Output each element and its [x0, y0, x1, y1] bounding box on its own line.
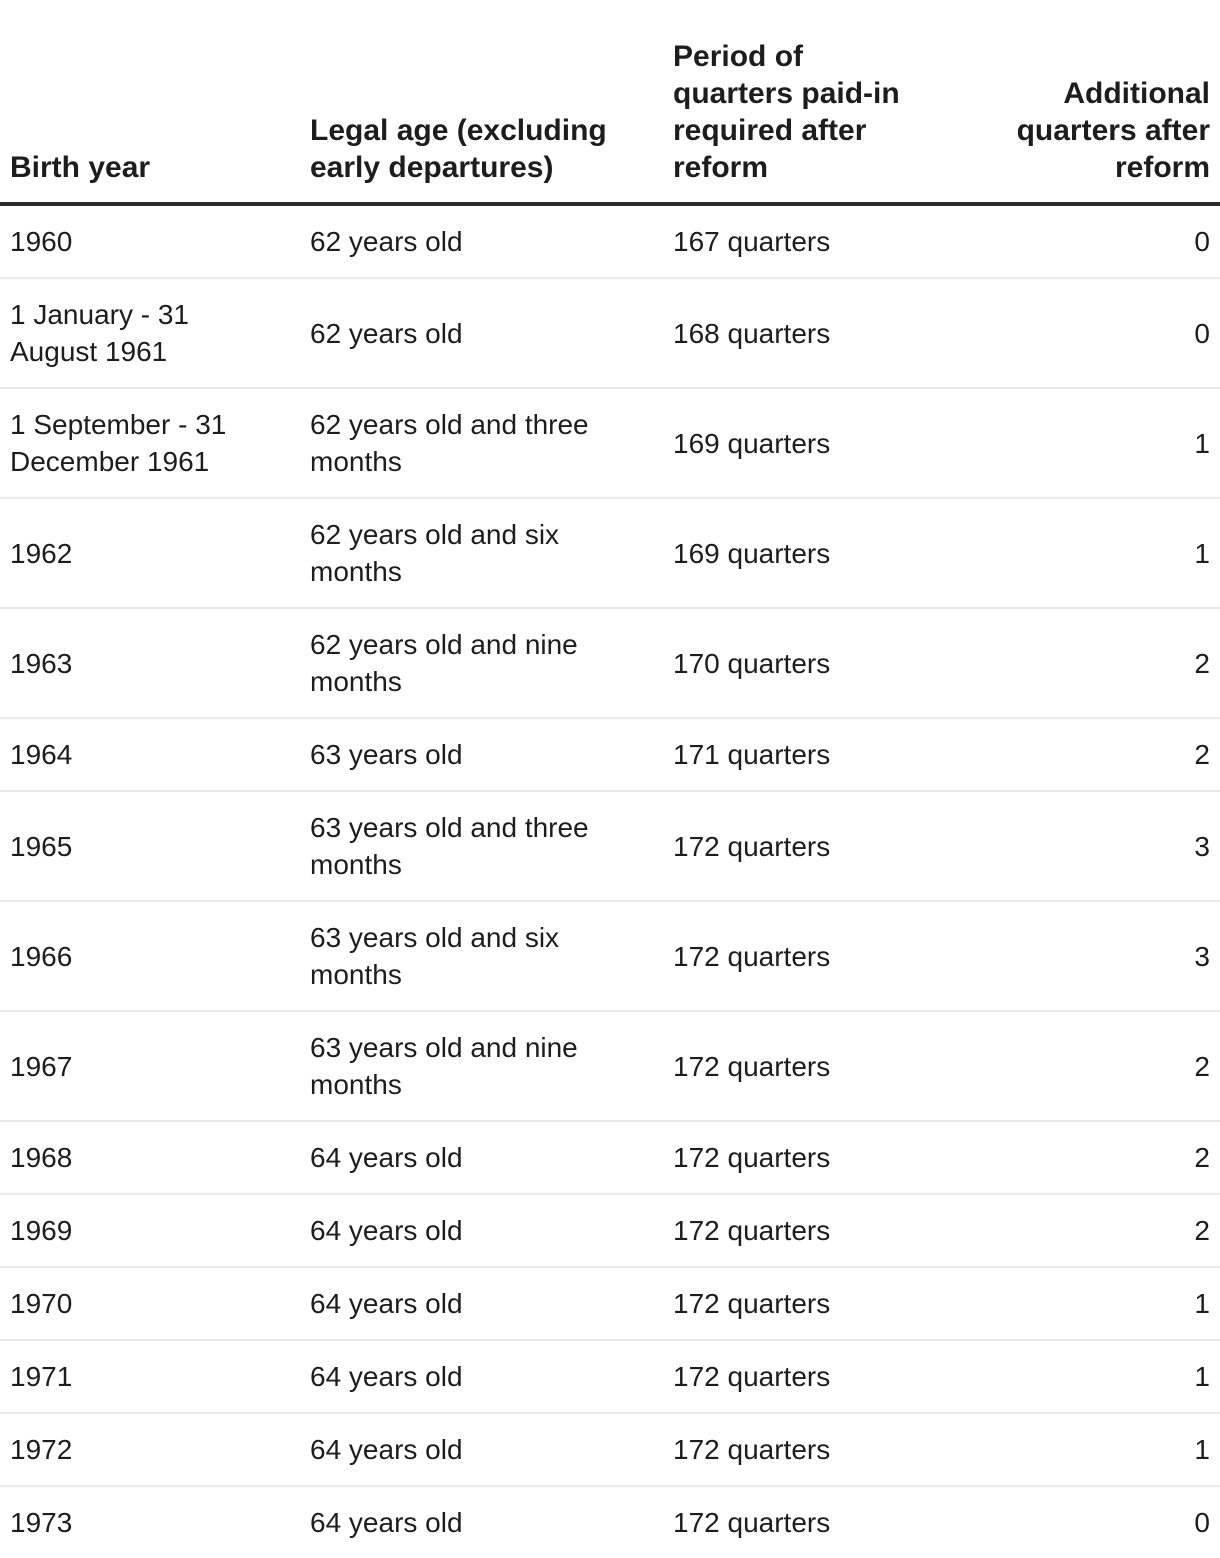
cell-quarters-required: 167 quarters	[673, 226, 831, 257]
cell-additional-quarters: 2	[1003, 717, 1220, 791]
cell-legal-age: 63 years old and three months	[310, 790, 673, 901]
cell-legal-age: 63 years old and nine months	[310, 1010, 673, 1121]
table-row: 1963 62 years old and nine months 170 quar…	[0, 607, 1220, 718]
cell-additional-quarters: 1	[1003, 1412, 1220, 1486]
cell-legal-age: 62 years old	[310, 226, 463, 257]
cell-additional-quarters: 2	[1003, 1120, 1220, 1194]
cell-quarters-required: 172 quarters	[673, 1266, 1003, 1340]
cell-birth-year: 1963	[0, 607, 310, 718]
cell-additional-quarters: 2	[1003, 1193, 1220, 1267]
cell-quarters-required: 168 quarters	[673, 277, 1003, 388]
cell-additional-quarters: 1	[1003, 387, 1220, 498]
header-row: Birth year Legal age (excluding early de…	[0, 0, 1220, 206]
cell-quarters-required: 170 quarters	[673, 607, 1003, 718]
cell-birth-year: 1 September - 31 December 1961	[0, 387, 310, 498]
cell-birth-year: 1969	[0, 1193, 310, 1267]
column-header-quarters-required: Period of quarters paid-in required afte…	[673, 0, 1003, 206]
cell-additional-quarters: 1	[1003, 497, 1220, 608]
cell-legal-age: 64 years old	[310, 1485, 673, 1558]
table-row: 1967 63 years old and nine months 172 quar…	[0, 1010, 1220, 1121]
table-row: 1971 64 years old 172 quarters 1	[0, 1339, 1220, 1413]
table-row: 1962 62 years old and six months 169 quart…	[0, 497, 1220, 608]
cell-birth-year: 1967	[0, 1010, 310, 1121]
column-header-legal-age: Legal age (excluding early departures)	[310, 0, 673, 206]
table-row: 1969 64 years old 172 quarters 2	[0, 1193, 1220, 1267]
column-header-additional-quarters: Additional quarters after reform	[1003, 0, 1220, 206]
cell-legal-age: 62 years old	[310, 277, 673, 388]
cell-birth-year: 1960	[10, 226, 73, 257]
cell-birth-year: 1 January - 31 August 1961	[0, 277, 310, 388]
table-row: 1972 64 years old 172 quarters 1	[0, 1412, 1220, 1486]
cell-additional-quarters: 3	[1003, 900, 1220, 1011]
table-row: 1965 63 years old and three months 172 qua…	[0, 790, 1220, 901]
cell-quarters-required: 172 quarters	[673, 900, 1003, 1011]
cell-additional-quarters: 3	[1003, 790, 1220, 901]
cell-additional-quarters: 0	[1003, 277, 1220, 388]
cell-quarters-required: 171 quarters	[673, 717, 1003, 791]
cell-additional-quarters: 1	[1003, 1266, 1220, 1340]
cell-birth-year: 1965	[0, 790, 310, 901]
cell-birth-year: 1971	[0, 1339, 310, 1413]
cell-quarters-required: 172 quarters	[673, 1412, 1003, 1486]
cell-legal-age: 64 years old	[310, 1412, 673, 1486]
cell-quarters-required: 172 quarters	[673, 790, 1003, 901]
cell-legal-age: 64 years old	[310, 1339, 673, 1413]
table-row: 1 September - 31 December 1961 62 years o…	[0, 387, 1220, 498]
cell-quarters-required: 172 quarters	[673, 1339, 1003, 1413]
cell-legal-age: 62 years old and three months	[310, 387, 673, 498]
cell-birth-year: 1973	[0, 1485, 310, 1558]
cell-legal-age: 62 years old and six months	[310, 497, 673, 608]
table-row: 1960 62 years old 167 quarters 0	[0, 204, 1220, 278]
cell-birth-year: 1966	[0, 900, 310, 1011]
cell-birth-year: 1972	[0, 1412, 310, 1486]
table-row: 1970 64 years old 172 quarters 1	[0, 1266, 1220, 1340]
table-row: 1 January - 31 August 1961 62 years old 16…	[0, 277, 1220, 388]
cell-legal-age: 64 years old	[310, 1193, 673, 1267]
table-row: 1973 64 years old 172 quarters 0	[0, 1485, 1220, 1558]
cell-legal-age: 62 years old and nine months	[310, 607, 673, 718]
table-row: 1968 64 years old 172 quarters 2	[0, 1120, 1220, 1194]
cell-additional-quarters: 1	[1003, 1339, 1220, 1413]
cell-birth-year: 1970	[0, 1266, 310, 1340]
cell-quarters-required: 172 quarters	[673, 1120, 1003, 1194]
cell-quarters-required: 172 quarters	[673, 1485, 1003, 1558]
table-row: 1964 63 years old 171 quarters 2	[0, 717, 1220, 791]
cell-birth-year: 1968	[0, 1120, 310, 1194]
cell-additional-quarters: 0	[1003, 1485, 1220, 1558]
cell-birth-year: 1962	[0, 497, 310, 608]
cell-additional-quarters: 2	[1003, 1010, 1220, 1121]
cell-quarters-required: 169 quarters	[673, 497, 1003, 608]
table-row: 1966 63 years old and six months 172 quart…	[0, 900, 1220, 1011]
cell-additional-quarters: 0	[1194, 226, 1210, 257]
cell-quarters-required: 169 quarters	[673, 387, 1003, 498]
cell-legal-age: 63 years old	[310, 717, 673, 791]
table-body: 1960 62 years old 167 quarters 0 1 January -…	[0, 204, 1220, 1558]
cell-quarters-required: 172 quarters	[673, 1193, 1003, 1267]
column-header-birth-year: Birth year	[0, 0, 310, 206]
cell-additional-quarters: 2	[1003, 607, 1220, 718]
cell-quarters-required: 172 quarters	[673, 1010, 1003, 1121]
cell-legal-age: 64 years old	[310, 1120, 673, 1194]
cell-legal-age: 63 years old and six months	[310, 900, 673, 1011]
cell-legal-age: 64 years old	[310, 1266, 673, 1340]
cell-birth-year: 1964	[0, 717, 310, 791]
